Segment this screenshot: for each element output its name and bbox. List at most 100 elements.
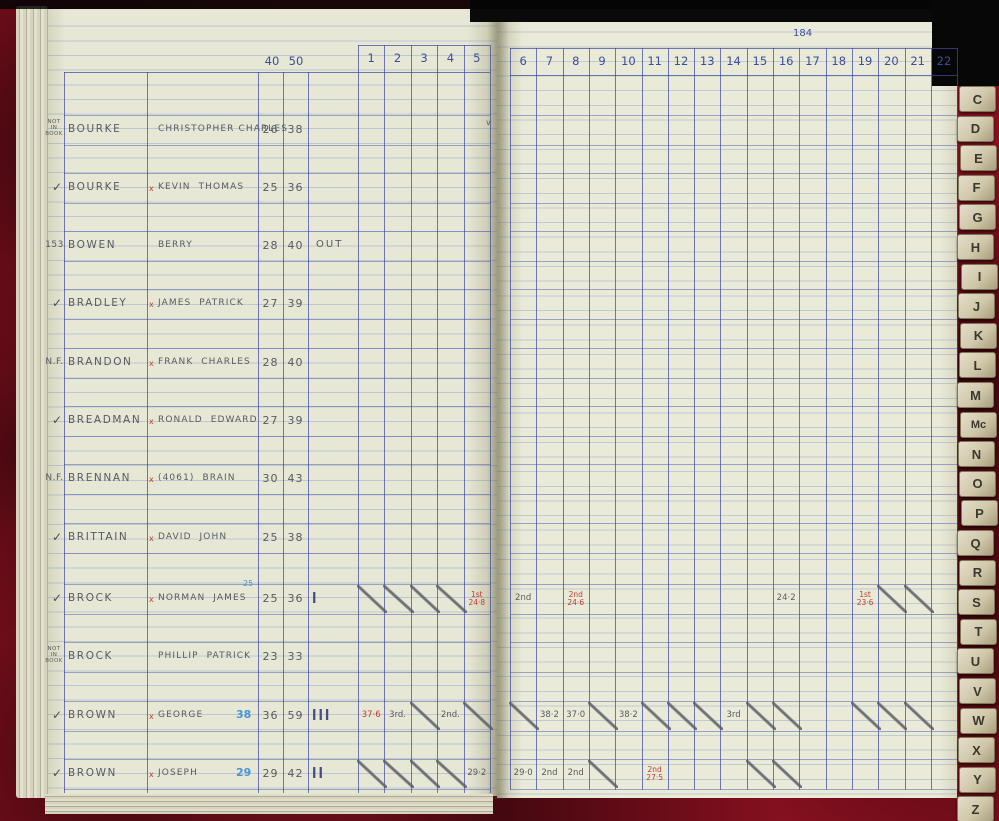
weight-50-cell: 40 [287,356,304,369]
rowline [510,145,957,146]
rowline [64,494,490,495]
given-name-cell: JOSEPH [158,768,198,778]
red-x-mark: x [149,300,154,309]
weight-40-cell: 28 [262,239,279,252]
score-slash-mark [436,585,467,613]
red-x-mark: x [149,770,154,779]
margin-note: NOT IN BOOK [45,119,63,137]
game-column-header: 5 [473,51,481,65]
score-slash-mark [903,585,934,613]
game-column-header: 6 [519,54,527,68]
score-entry: 24·2 [776,593,796,603]
surname-cell: BOURKE [68,123,122,135]
weight-50-cell: 40 [287,239,304,252]
rowline [64,584,490,585]
given-name-cell: JAMES PATRICK [158,298,244,308]
index-tab-g[interactable]: G [959,204,996,231]
index-tab-x[interactable]: X [958,737,995,764]
weight-50-cell: 59 [287,709,304,722]
index-tab-t[interactable]: T [960,618,997,645]
game-column-header: 4 [446,51,455,65]
rowline [510,436,957,437]
index-tab-j[interactable]: J [958,293,995,320]
score-slash-mark [509,702,540,730]
grid-vertical-line [384,45,386,793]
index-tab-w[interactable]: W [960,707,997,734]
index-tab-y[interactable]: Y [959,766,996,793]
score-entry: 2nd [541,768,558,778]
score-entry: 2nd 24·6 [567,590,585,607]
grid-vertical-line [615,48,617,790]
rowline [510,553,957,554]
index-tab-p[interactable]: P [961,500,998,527]
rowline [510,261,957,262]
margin-annotation: N.F. [45,473,64,483]
grid-vertical-line [308,72,309,793]
index-tab-n[interactable]: N [958,441,995,468]
index-tab-z[interactable]: Z [957,796,994,821]
index-tab-h[interactable]: H [957,234,994,260]
index-tab-r[interactable]: R [959,559,996,586]
index-tab-e[interactable]: E [960,145,997,172]
index-tab-m[interactable]: M [957,382,994,408]
grid-vertical-line [825,48,827,790]
grid-vertical-line [147,72,148,793]
score-entry: 2nd [567,768,584,778]
margin-checkmark: ✓ [52,591,63,605]
score-slash-mark [357,760,388,788]
score-slash-mark [409,702,441,730]
index-tab-c[interactable]: C [959,86,996,112]
rowline [64,173,490,174]
index-tab-f[interactable]: F [958,174,995,201]
score-entry: 37·0 [566,710,586,720]
rowline [64,436,490,437]
given-name-cell: DAVID JOHN [158,532,228,542]
index-tab-v[interactable]: V [959,678,996,704]
margin-checkmark: ✓ [52,180,63,194]
score-slash-mark [640,702,671,730]
index-tab-q[interactable]: Q [957,530,994,556]
grid-vertical-line [410,45,412,793]
grid-vertical-line [930,48,932,790]
book-gutter [487,9,509,799]
score-slash-mark [745,702,776,730]
grid-vertical-line [904,48,906,790]
grid-horizontal-line [510,48,958,49]
grid-vertical-line [957,48,959,790]
score-entry: 1st 24·8 [468,590,486,607]
score-slash-mark [850,702,882,730]
rowline [510,319,957,320]
grid-horizontal-line [510,75,958,76]
score-entry: 38·2 [618,710,638,720]
given-name-cell: RONALD EDWARD [158,415,258,425]
index-tab-mc[interactable]: Mc [960,411,997,438]
game-column-header: 18 [831,54,847,68]
margin-note: NOT IN BOOK [45,646,63,664]
score-slash-mark [436,760,467,788]
score-slash-mark [693,702,724,730]
game-column-header: 11 [647,54,662,68]
index-tab-l[interactable]: L [959,352,996,379]
index-tab-o[interactable]: O [959,470,996,497]
game-column-header: 8 [572,54,580,68]
index-tab-k[interactable]: K [960,322,997,349]
game-column-header: 16 [778,54,794,68]
index-tab-d[interactable]: D [957,115,994,142]
rowline [64,789,490,790]
given-name-cell: NORMAN JAMES [158,593,247,603]
status-note: OUT [316,239,344,250]
index-tab-i[interactable]: I [961,263,998,290]
index-tab-u[interactable]: U [957,648,994,675]
rowline [510,642,957,643]
game-column-header: 12 [673,54,689,68]
score-entry: 29·0 [513,768,533,778]
surname-cell: BRADLEY [68,297,128,309]
grid-vertical-line [358,45,359,793]
grid-horizontal-line [358,45,490,46]
grid-vertical-line [536,48,538,790]
game-column-header: 10 [621,54,636,68]
index-tab-s[interactable]: S [958,589,995,616]
